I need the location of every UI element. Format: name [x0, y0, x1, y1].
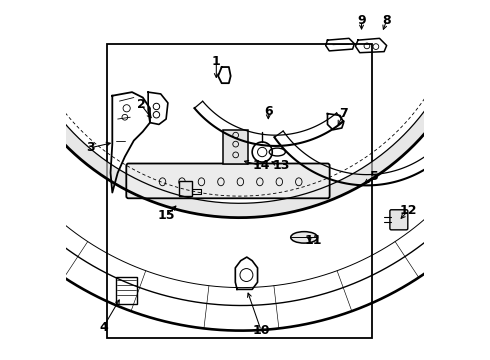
- Text: 9: 9: [357, 14, 366, 27]
- Text: 3: 3: [86, 141, 95, 154]
- Text: 4: 4: [99, 320, 108, 333]
- Bar: [116, 277, 137, 304]
- FancyBboxPatch shape: [126, 163, 330, 198]
- Text: 15: 15: [157, 210, 175, 222]
- Text: 7: 7: [339, 107, 348, 120]
- Ellipse shape: [291, 231, 318, 243]
- Text: 1: 1: [212, 55, 220, 68]
- Text: 6: 6: [264, 105, 272, 118]
- Polygon shape: [21, 77, 459, 218]
- Bar: [179, 181, 192, 196]
- FancyBboxPatch shape: [390, 210, 408, 230]
- Bar: [223, 130, 248, 164]
- Text: 12: 12: [399, 204, 417, 217]
- Text: 2: 2: [137, 98, 146, 111]
- Text: 13: 13: [272, 159, 290, 172]
- Text: 5: 5: [370, 170, 378, 183]
- Text: 10: 10: [252, 324, 270, 337]
- Bar: [107, 44, 372, 338]
- Text: 8: 8: [382, 14, 391, 27]
- Text: 11: 11: [304, 234, 322, 247]
- Text: 14: 14: [252, 159, 270, 172]
